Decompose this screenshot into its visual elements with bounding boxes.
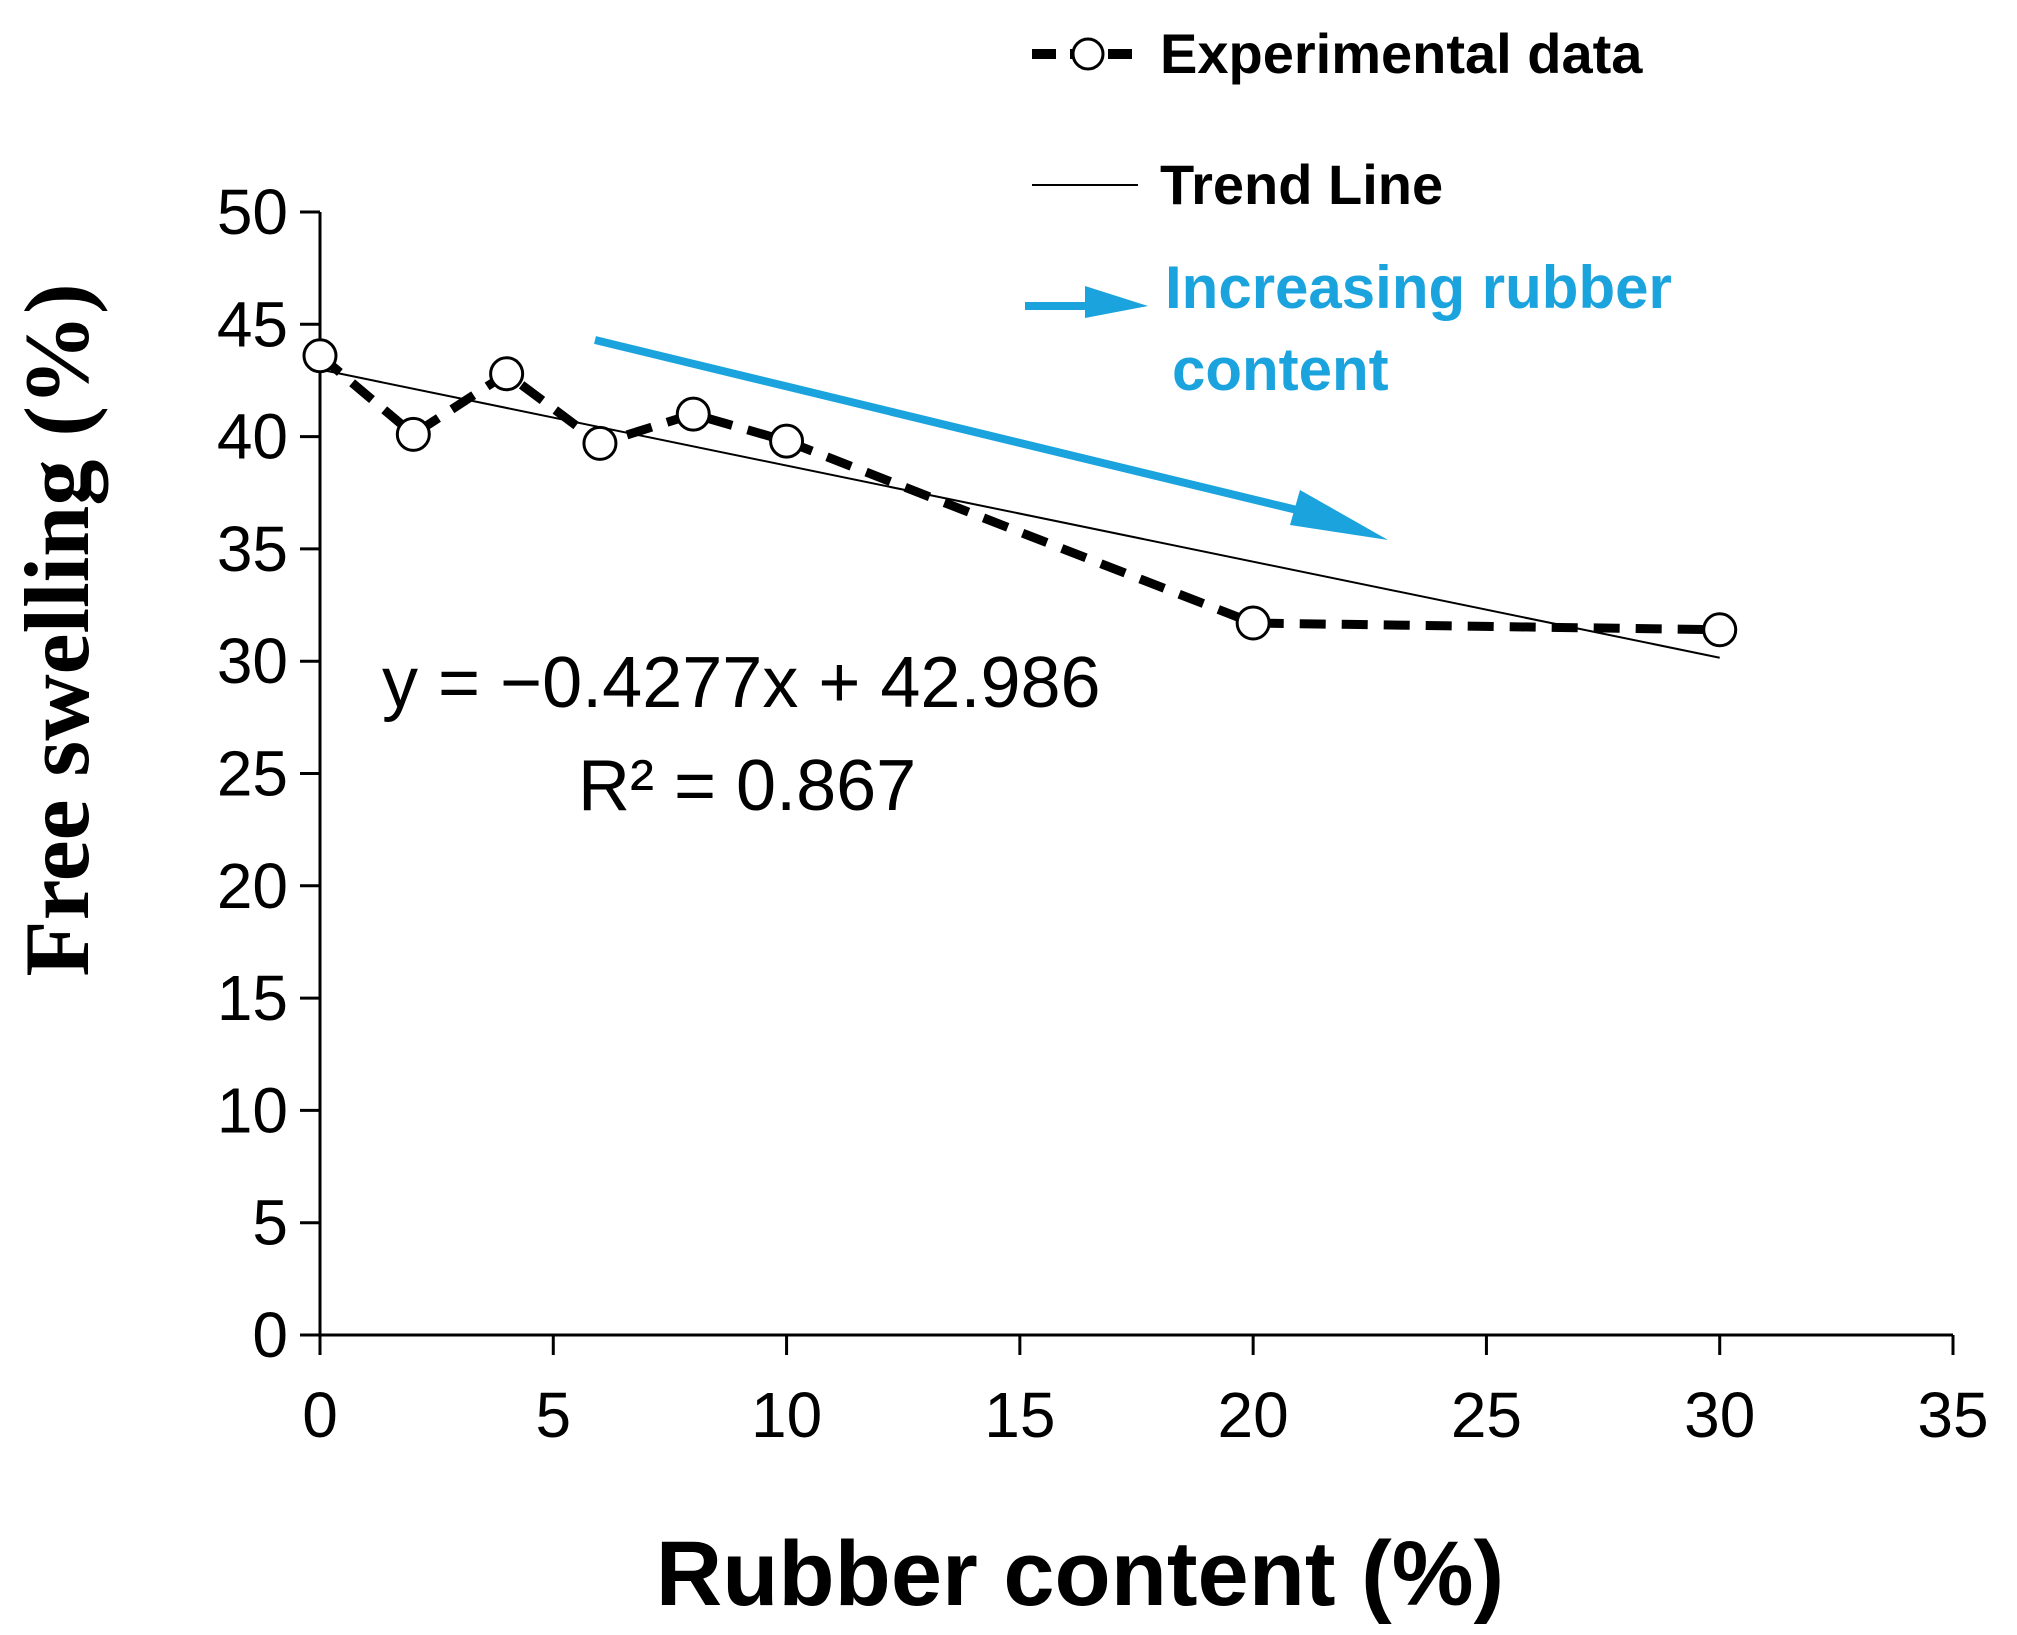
trend-line [319,368,1720,659]
blue-arrow-shaft [594,336,1331,522]
y-axis-ticks: 0 5 10 15 20 25 30 35 40 45 50 [217,176,320,1371]
experimental-data-point [489,356,525,392]
legend-trend-label: Trend Line [1160,153,1443,216]
y-tick-label: 0 [252,1299,288,1371]
y-tick-label: 10 [217,1074,288,1146]
x-tick-label: 30 [1684,1379,1755,1451]
y-tick-label: 45 [217,288,288,360]
y-axis-title: Free swelling (%) [6,283,108,976]
y-tick-label: 20 [217,850,288,922]
y-tick-label: 15 [217,962,288,1034]
experimental-data-point [769,423,805,459]
blue-arrow-head [1290,490,1388,540]
experimental-data-point [395,416,431,452]
x-axis-title: Rubber content (%) [656,1523,1504,1625]
r-squared: R² = 0.867 [578,746,916,826]
x-tick-label: 25 [1451,1379,1522,1451]
annotation-plot-arrow [594,336,1388,540]
x-axis-ticks: 0 5 10 15 20 25 30 35 [302,1335,1989,1451]
experimental-data-point [582,425,618,461]
experimental-data-line [317,352,1720,635]
experimental-data-point [675,396,711,432]
arrow-note-line2: content [1172,336,1389,403]
y-tick-label: 30 [217,625,288,697]
series-layer [302,338,1738,659]
experimental-data-point [1235,605,1271,641]
blue-arrow-small-head [1085,286,1148,318]
y-tick-label: 40 [217,401,288,473]
x-tick-label: 0 [302,1379,338,1451]
experimental-data-point [302,338,338,374]
axes [318,212,1953,1337]
x-tick-label: 10 [751,1379,822,1451]
x-tick-label: 5 [535,1379,571,1451]
legend-experimental-marker [1071,37,1105,71]
legend-experimental-label: Experimental data [1160,22,1643,85]
x-tick-label: 35 [1917,1379,1988,1451]
y-tick-label: 35 [217,513,288,585]
x-tick-label: 15 [984,1379,1055,1451]
y-tick-label: 5 [252,1187,288,1259]
y-tick-label: 50 [217,176,288,248]
y-tick-label: 25 [217,738,288,810]
arrow-note-line1: Increasing rubber [1165,254,1672,321]
annotation-legend-arrow [1025,286,1148,318]
x-tick-label: 20 [1218,1379,1289,1451]
legend: Experimental data Trend Line [1032,22,1643,216]
experimental-data-point [1702,612,1738,648]
trend-equation: y = −0.4277x + 42.986 [382,643,1101,723]
